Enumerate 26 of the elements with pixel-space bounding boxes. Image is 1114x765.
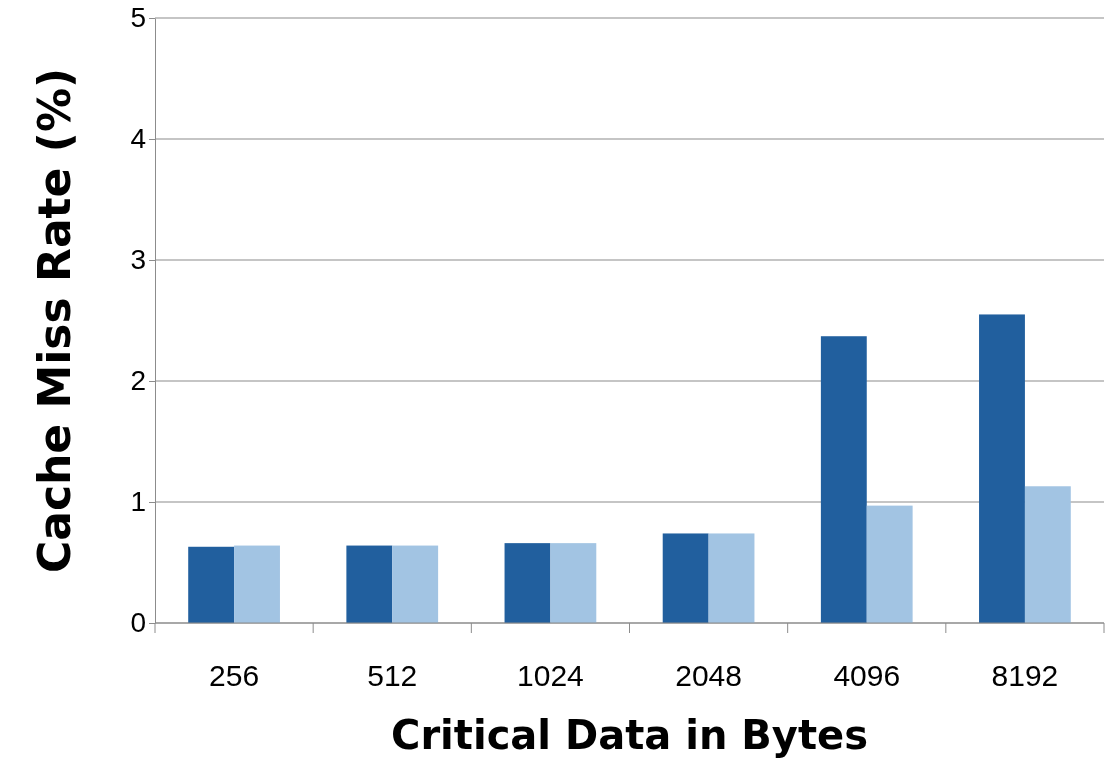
y-tick-label: 0 bbox=[130, 607, 146, 639]
x-tick-label: 512 bbox=[367, 659, 418, 692]
bar bbox=[820, 336, 867, 623]
bar bbox=[234, 545, 280, 623]
y-tick-label: 2 bbox=[130, 365, 146, 397]
y-tick-label: 4 bbox=[130, 123, 146, 155]
x-tick-label: 4096 bbox=[833, 659, 901, 692]
y-tick-label: 1 bbox=[130, 486, 146, 518]
bar bbox=[346, 545, 393, 623]
x-tick-label: 256 bbox=[209, 659, 260, 692]
bar bbox=[979, 314, 1025, 623]
y-axis-title: Cache Miss Rate (%) bbox=[29, 67, 80, 574]
bar bbox=[1024, 486, 1071, 623]
bar bbox=[708, 533, 755, 623]
bar bbox=[662, 533, 709, 623]
bar bbox=[550, 543, 597, 623]
bar bbox=[866, 505, 913, 623]
x-tick-label: 8192 bbox=[991, 659, 1059, 692]
y-tick-label: 3 bbox=[130, 244, 146, 276]
x-tick-label: 2048 bbox=[675, 659, 742, 692]
x-axis-title: Critical Data in Bytes bbox=[391, 712, 868, 758]
x-tick-label: 1024 bbox=[517, 659, 584, 692]
bar bbox=[188, 546, 235, 623]
y-tick-label: 5 bbox=[130, 2, 146, 34]
bar bbox=[392, 545, 439, 623]
bar bbox=[504, 543, 551, 623]
